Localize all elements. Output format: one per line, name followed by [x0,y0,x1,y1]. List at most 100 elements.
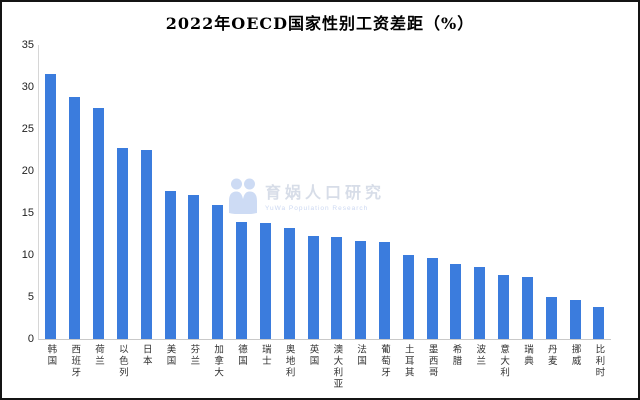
bar-墨西哥 [426,258,438,339]
y-tick-label: 0 [27,333,34,345]
bar-澳大利亚 [331,236,343,339]
x-cell: 荷兰 [86,344,110,398]
bar-希腊 [450,264,462,339]
x-cell: 瑞士 [252,344,276,398]
bar-波兰 [474,266,486,339]
bar-column [206,45,230,339]
bar-挪威 [569,299,581,339]
bar-土耳其 [402,255,414,339]
x-tick-label: 葡萄牙 [378,344,390,379]
bar-column [158,45,182,339]
x-tick-label: 瑞士 [259,344,271,367]
x-cell: 土耳其 [395,344,419,398]
x-tick-label: 美国 [164,344,176,367]
x-cell: 西班牙 [62,344,86,398]
x-cell: 葡萄牙 [372,344,396,398]
x-tick-label: 挪威 [569,344,581,367]
x-cell: 芬兰 [181,344,205,398]
bar-西班牙 [69,97,81,339]
bar-column [349,45,373,339]
x-tick-label: 加拿大 [212,344,224,379]
bar-法国 [355,240,367,339]
x-cell: 法国 [348,344,372,398]
bar-瑞士 [259,223,271,339]
bar-column [444,45,468,339]
x-tick-label: 英国 [307,344,319,367]
x-cell: 英国 [300,344,324,398]
y-tick-label: 35 [21,39,34,51]
y-tick-label: 10 [21,249,34,261]
bar-column [277,45,301,339]
bar-比利时 [593,307,605,339]
x-cell: 德国 [229,344,253,398]
x-tick-label: 日本 [140,344,152,367]
bar-column [516,45,540,339]
x-tick-label: 奥地利 [283,344,295,379]
bar-column [182,45,206,339]
bar-以色列 [116,148,128,339]
x-tick-label: 韩国 [45,344,57,367]
x-cell: 意大利 [491,344,515,398]
x-tick-label: 墨西哥 [426,344,438,379]
bar-荷兰 [93,108,105,339]
bar-column [420,45,444,339]
bar-column [325,45,349,339]
bar-column [539,45,563,339]
bar-日本 [140,150,152,339]
x-cell: 瑞典 [515,344,539,398]
bar-加拿大 [212,204,224,339]
x-cell: 挪威 [562,344,586,398]
x-cell: 澳大利亚 [324,344,348,398]
y-tick-label: 15 [21,207,34,219]
x-tick-label: 荷兰 [93,344,105,367]
bar-column [396,45,420,339]
x-tick-label: 土耳其 [402,344,414,379]
bar-丹麦 [545,297,557,339]
bar-column [253,45,277,339]
bar-奥地利 [283,228,295,339]
x-tick-label: 波兰 [474,344,486,367]
y-tick-label: 20 [21,165,34,177]
bar-column [110,45,134,339]
x-tick-label: 西班牙 [69,344,81,379]
x-tick-label: 澳大利亚 [331,344,343,390]
x-cell: 加拿大 [205,344,229,398]
bar-column [587,45,611,339]
x-tick-label: 希腊 [450,344,462,367]
x-cell: 奥地利 [276,344,300,398]
bar-column [301,45,325,339]
x-cell: 韩国 [38,344,62,398]
y-tick-label: 25 [21,123,34,135]
x-cell: 以色列 [109,344,133,398]
x-tick-label: 瑞典 [521,344,533,367]
x-cell: 丹麦 [538,344,562,398]
x-tick-label: 意大利 [498,344,510,379]
bar-瑞典 [521,276,533,339]
x-tick-label: 法国 [355,344,367,367]
bar-葡萄牙 [379,241,390,339]
x-cell: 比利时 [586,344,610,398]
plot-area [38,45,611,340]
bar-column [230,45,254,339]
x-tick-label: 芬兰 [188,344,200,367]
x-tick-label: 丹麦 [545,344,557,367]
bar-column [63,45,87,339]
bar-英国 [307,235,319,339]
x-tick-label: 比利时 [593,344,605,379]
bar-意大利 [498,275,510,339]
bar-column [492,45,516,339]
bar-column [134,45,158,339]
bar-芬兰 [188,195,200,339]
bar-column [563,45,587,339]
bar-column [87,45,111,339]
bar-德国 [236,222,248,339]
x-cell: 墨西哥 [419,344,443,398]
x-cell: 希腊 [443,344,467,398]
x-cell: 日本 [133,344,157,398]
x-axis: 韩国 西班牙 荷兰 以色列 日本 美国 芬兰 加拿大 德国 瑞士 奥地利 英国 澳大利亚 法国 葡萄牙 土耳其… [38,344,610,398]
x-cell: 美国 [157,344,181,398]
chart-title: 2022年OECD国家性别工资差距（%） [165,14,475,33]
bar-column [39,45,63,339]
bar-column [373,45,397,339]
